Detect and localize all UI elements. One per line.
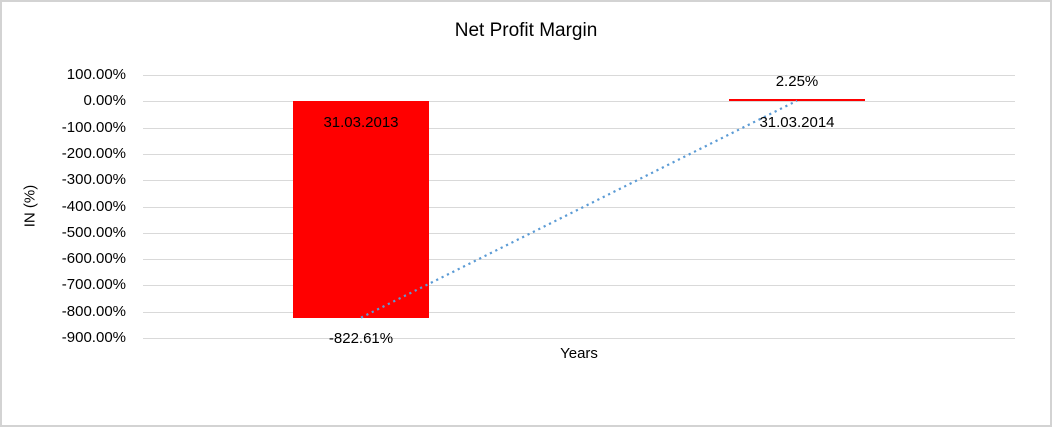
y-tick-label: -100.00% xyxy=(61,118,126,136)
y-tick-label: -500.00% xyxy=(61,223,126,241)
gridline xyxy=(143,206,1015,208)
gridline xyxy=(143,153,1015,155)
gridline xyxy=(143,259,1015,261)
gridline xyxy=(143,75,1015,76)
gridline xyxy=(143,101,1015,103)
gridline xyxy=(143,338,1015,339)
y-tick-label: 100.00% xyxy=(66,66,126,83)
y-tick-label: -300.00% xyxy=(61,171,126,189)
y-tick-label: -800.00% xyxy=(61,302,126,320)
y-tick-label: -900.00% xyxy=(61,329,126,346)
y-tick-label: -400.00% xyxy=(61,197,126,215)
gridline xyxy=(143,285,1015,287)
bar-value-label: -822.61% xyxy=(328,330,394,348)
y-tick-label: 0.00% xyxy=(83,92,126,110)
y-tick-label: -200.00% xyxy=(61,144,126,162)
bar xyxy=(293,101,429,318)
x-axis-title: Years xyxy=(560,345,598,362)
bar-value-label: 2.25% xyxy=(775,73,819,91)
bar-category-label: 31.03.2014 xyxy=(759,114,835,132)
bar-category-label: 31.03.2013 xyxy=(323,114,399,132)
gridline xyxy=(143,232,1015,234)
y-tick-label: -600.00% xyxy=(61,250,126,268)
gridline xyxy=(143,127,1015,129)
chart-title: Net Profit Margin xyxy=(454,20,598,41)
gridline xyxy=(143,311,1015,313)
bar xyxy=(729,99,865,102)
y-tick-label: -700.00% xyxy=(61,276,126,294)
gridline xyxy=(143,180,1015,182)
